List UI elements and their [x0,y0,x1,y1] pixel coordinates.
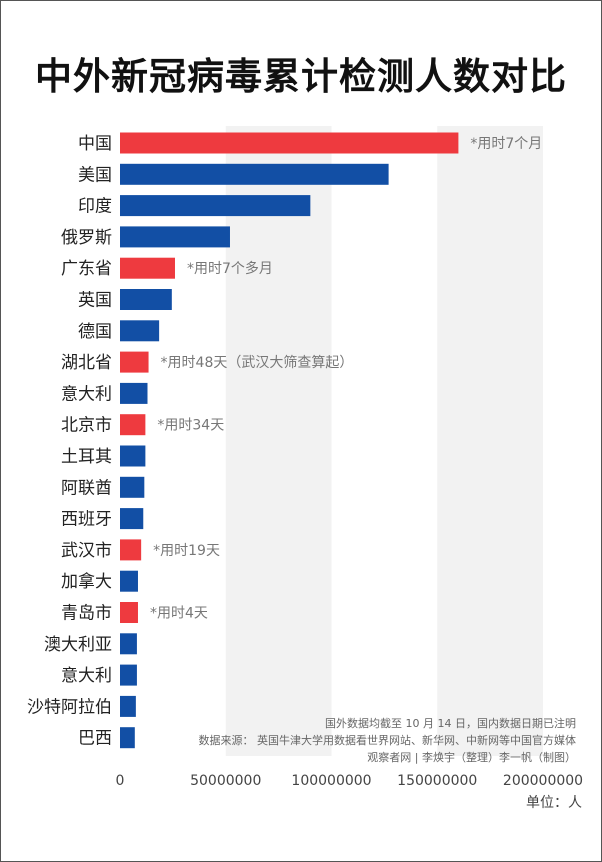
bar [120,163,389,185]
bar [120,727,135,749]
category-label: 美国 [78,165,112,185]
source-note: 国外数据均截至 10 月 14 日，国内数据日期已注明 数据来源： 英国牛津大学… [136,715,577,766]
chart-title: 中外新冠病毒累计检测人数对比 [35,55,567,98]
x-tick-label: 50000000 [190,773,261,789]
category-label: 西班牙 [61,510,112,530]
category-label: 印度 [78,197,112,217]
category-label: 巴西 [78,729,112,749]
category-label: 广东省 [61,259,112,279]
x-tick-label: 0 [116,773,125,789]
bar [120,226,230,248]
bar-annotation: *用时34天 [157,418,224,434]
bar-annotation: *用时48天（武汉大筛查算起） [161,355,354,371]
bar-annotation: *用时4天 [150,606,208,622]
category-label: 英国 [78,291,112,311]
bar [120,570,138,592]
bar-annotation: *用时7个多月 [187,260,273,277]
category-label: 土耳其 [61,447,112,467]
bar [120,664,137,686]
category-label: 青岛市 [61,604,112,624]
bar [120,195,311,217]
bar [120,508,144,530]
grid-band [437,126,543,756]
x-tick-label: 100000000 [291,773,371,789]
category-label: 意大利 [61,384,112,404]
bar [120,414,146,436]
bar [120,695,136,717]
bar-annotation: *用时7个月 [470,136,542,152]
category-label: 澳大利亚 [44,635,112,655]
category-label: 中国 [78,134,112,154]
category-label: 武汉市 [61,541,112,561]
bar [120,320,160,342]
category-label: 加拿大 [61,571,112,592]
bar-annotation: *用时19天 [153,543,220,559]
bar [120,257,175,279]
bar [120,289,172,310]
bar [120,539,142,561]
x-tick-label: 150000000 [397,773,477,789]
category-label: 阿联酋 [61,478,112,498]
bar [120,476,145,498]
bar [120,445,146,467]
source-line-2: 数据来源： 英国牛津大学用数据看世界网站、新华网、中新网等中国官方媒体 [198,734,577,747]
category-label: 意大利 [61,666,112,686]
source-line-3: 观察者网 | 李焕宇（整理）李一帆（制图） [367,751,576,764]
source-line-1: 国外数据均截至 10 月 14 日，国内数据日期已注明 [325,717,576,730]
grid-band [225,126,332,756]
category-label: 德国 [78,322,112,342]
category-label: 湖北省 [61,353,112,373]
x-tick-label: 200000000 [503,773,583,789]
bar [120,382,148,404]
category-label: 俄罗斯 [61,228,112,248]
bar [120,633,137,655]
bar [120,602,138,623]
category-label: 北京市 [61,416,112,436]
unit-label: 单位：人 [526,795,582,811]
bar [120,351,149,373]
category-label: 沙特阿拉伯 [27,697,112,717]
bar [120,132,459,154]
